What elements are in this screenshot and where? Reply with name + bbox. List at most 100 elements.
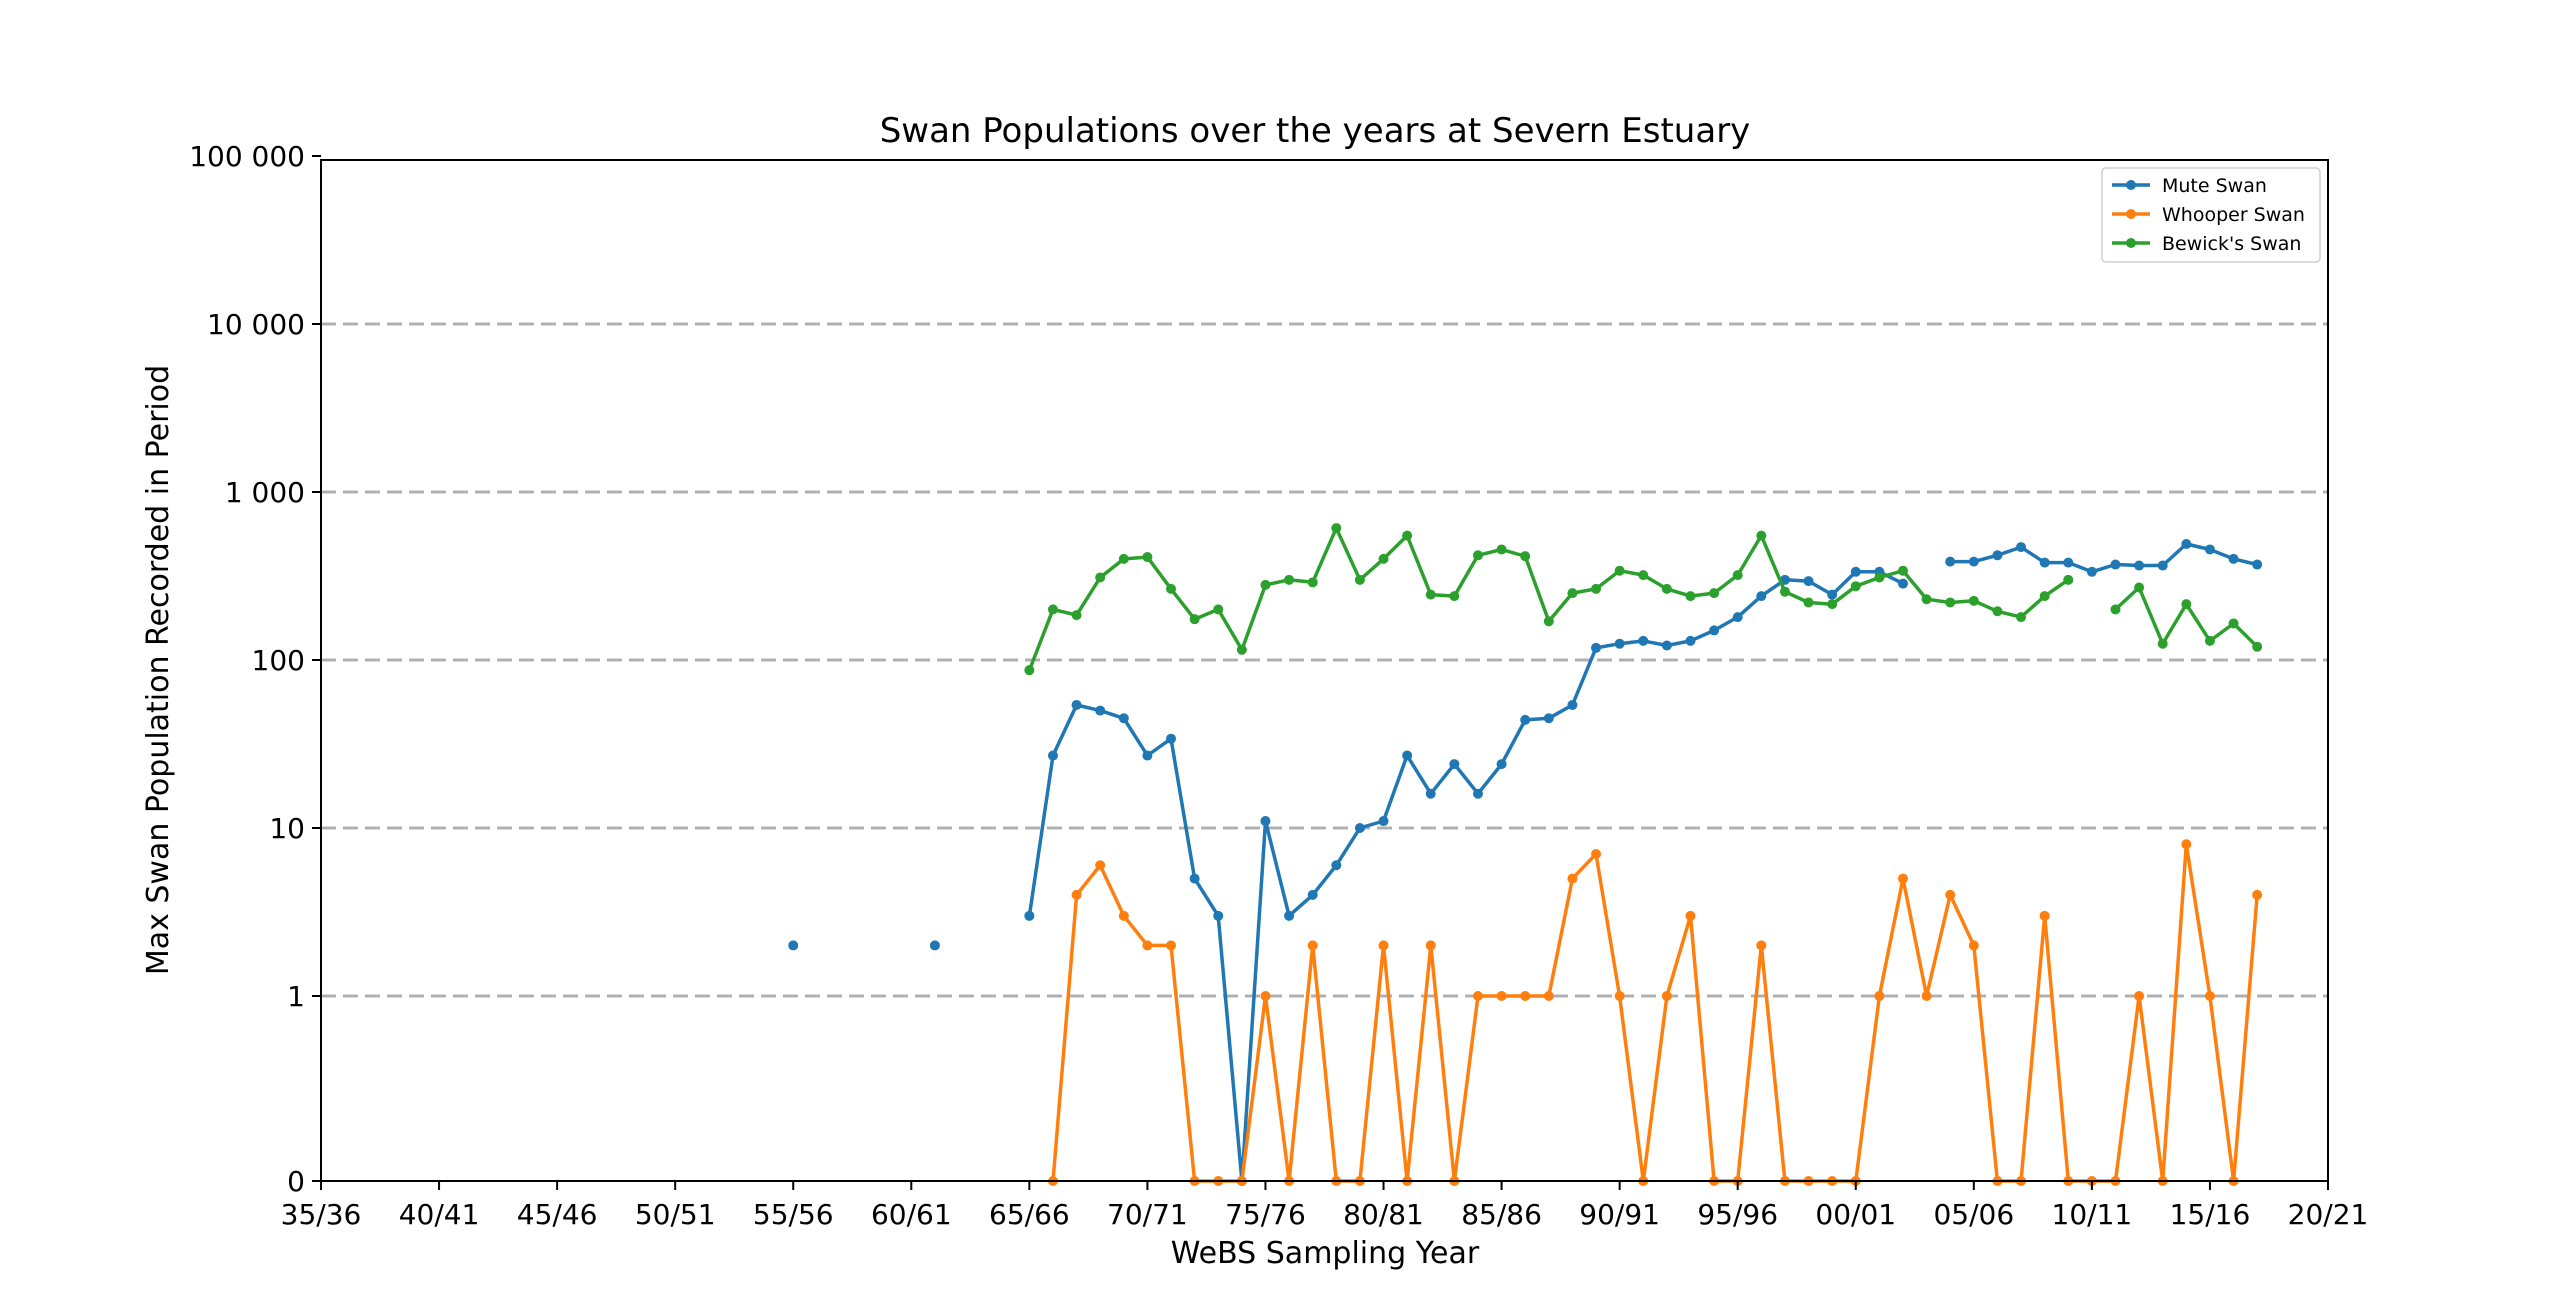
- data-point: [1142, 552, 1153, 563]
- series-line: [2114, 585, 2259, 648]
- x-tick-label: 55/56: [753, 1198, 834, 1231]
- x-tick-label: 05/06: [1933, 1198, 2014, 1231]
- data-point: [1756, 940, 1767, 951]
- data-point: [1378, 553, 1389, 564]
- data-point: [1921, 991, 1932, 1001]
- data-point: [2039, 910, 2050, 921]
- data-point: [2063, 574, 2074, 585]
- x-tick-label: 00/01: [1815, 1198, 1896, 1231]
- data-point: [2110, 604, 2121, 615]
- data-point: [1520, 991, 1531, 1001]
- series-line: [1027, 526, 2070, 671]
- series-layer: [788, 523, 2263, 1186]
- legend-marker: [2126, 238, 2136, 248]
- data-point: [2181, 539, 2192, 550]
- data-point: [2252, 559, 2263, 570]
- data-point: [1874, 572, 1885, 583]
- data-point: [1874, 991, 1885, 1001]
- data-point: [1543, 713, 1554, 724]
- data-point: [1260, 579, 1271, 590]
- data-point: [2063, 557, 2074, 568]
- data-point: [1095, 860, 1106, 871]
- x-tick-label: 35/36: [281, 1198, 362, 1231]
- x-tick-label: 70/71: [1107, 1198, 1188, 1231]
- series-line: [1027, 570, 1904, 1183]
- data-point: [1166, 583, 1177, 594]
- data-point: [1378, 816, 1389, 827]
- data-point: [1638, 570, 1649, 581]
- data-point: [1354, 823, 1365, 833]
- data-point: [1591, 583, 1602, 594]
- data-point: [1827, 589, 1838, 600]
- data-point: [1685, 591, 1696, 602]
- x-tick-label: 50/51: [635, 1198, 716, 1231]
- data-point: [1614, 565, 1625, 576]
- y-tick-label: 0: [287, 1165, 305, 1198]
- data-point: [1567, 588, 1578, 599]
- data-point: [1472, 991, 1483, 1001]
- data-point: [1166, 940, 1177, 951]
- data-point: [1945, 889, 1956, 900]
- data-point: [1472, 788, 1483, 799]
- data-point: [1897, 873, 1908, 884]
- x-tick-label: 10/11: [2052, 1198, 2133, 1231]
- data-point: [1850, 581, 1861, 592]
- data-point: [1213, 604, 1224, 615]
- data-point: [1543, 616, 1554, 627]
- data-point: [2134, 991, 2145, 1001]
- data-point: [1496, 759, 1507, 770]
- legend: Mute Swan Whooper Swan Bewick's Swan: [2101, 167, 2321, 263]
- data-point: [2110, 559, 2121, 570]
- data-point: [1567, 699, 1578, 710]
- data-point: [2039, 591, 2050, 602]
- data-point: [1024, 910, 1035, 921]
- data-point: [1520, 714, 1531, 725]
- data-point: [1803, 597, 1814, 608]
- data-point: [2204, 991, 2215, 1001]
- y-tick-label: 10: [269, 812, 305, 845]
- data-point: [1732, 612, 1743, 623]
- data-point: [1779, 586, 1790, 597]
- data-point: [788, 940, 799, 951]
- data-point: [1921, 594, 1932, 605]
- data-point: [2204, 544, 2215, 555]
- x-axis-title: WeBS Sampling Year: [1171, 1236, 1480, 1271]
- data-point: [1118, 910, 1129, 921]
- data-point: [1307, 577, 1318, 588]
- data-point: [2157, 638, 2168, 649]
- data-point: [1591, 849, 1602, 860]
- data-point: [2016, 542, 2027, 553]
- data-point: [1118, 553, 1129, 564]
- data-point: [1897, 578, 1908, 589]
- data-point: [1661, 640, 1672, 651]
- data-point: [1756, 530, 1767, 541]
- data-point: [1166, 733, 1177, 744]
- data-point: [1024, 665, 1035, 676]
- data-point: [1614, 638, 1625, 649]
- series-line: [1051, 842, 2259, 1183]
- data-point: [1968, 595, 1979, 606]
- data-point: [1142, 750, 1153, 761]
- data-point: [1945, 556, 1956, 567]
- data-point: [1992, 606, 2003, 617]
- data-point: [2228, 553, 2239, 564]
- data-point: [1591, 642, 1602, 653]
- data-point: [1685, 910, 1696, 921]
- y-axis-title: Max Swan Population Recorded in Period: [141, 365, 176, 975]
- legend-marker: [2126, 180, 2136, 190]
- data-point: [1756, 591, 1767, 602]
- legend-marker: [2126, 209, 2136, 219]
- data-point: [1095, 572, 1106, 583]
- data-point: [1047, 750, 1058, 761]
- y-tick-label: 100: [252, 644, 305, 677]
- data-point: [2228, 618, 2239, 629]
- legend-label: Bewick's Swan: [2162, 233, 2301, 255]
- data-point: [2134, 560, 2145, 571]
- data-point: [1567, 873, 1578, 884]
- data-point: [1189, 614, 1200, 625]
- data-point: [1189, 873, 1200, 884]
- data-point: [1968, 940, 1979, 951]
- data-point: [1402, 530, 1413, 541]
- data-point: [1402, 750, 1413, 761]
- data-point: [1354, 574, 1365, 585]
